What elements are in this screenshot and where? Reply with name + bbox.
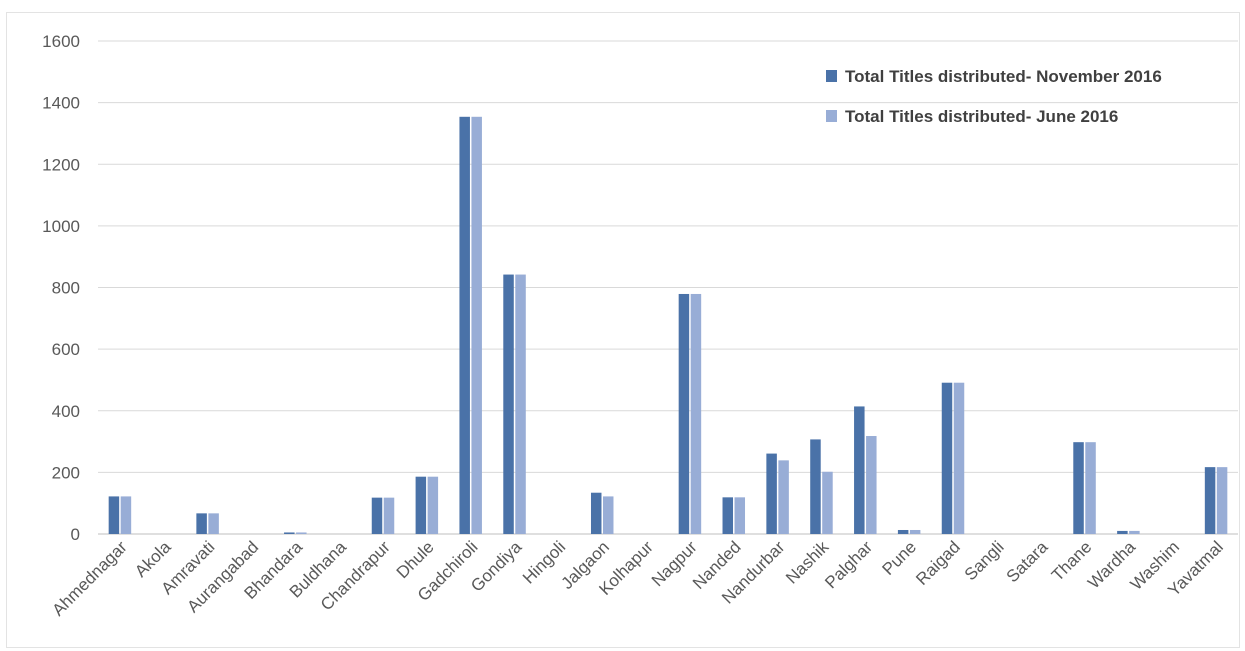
bar-june-2016-pune	[909, 529, 921, 534]
bar-june-2016-raigad	[953, 382, 965, 534]
x-tick-label: Sangli	[961, 537, 1008, 584]
bar-november-2016-yavatmal	[1204, 467, 1216, 534]
bar-november-2016-bhandara	[284, 532, 295, 534]
bar-november-2016-gondiya	[503, 274, 514, 534]
bar-june-2016-wardha	[1129, 530, 1140, 534]
legend-label: Total Titles distributed- November 2016	[845, 67, 1162, 86]
bar-june-2016-bhandara	[296, 532, 307, 534]
bar-june-2016-thane	[1085, 442, 1096, 534]
y-axis-ticks: 0 200 400 600 800 1000 1200 1400 1600	[42, 32, 80, 544]
legend-swatch	[826, 70, 837, 82]
y-tick-label: 400	[52, 402, 80, 421]
bar-november-2016-thane	[1073, 442, 1084, 534]
y-tick-label: 1400	[42, 94, 80, 113]
bar-june-2016-nanded	[734, 497, 746, 534]
bar-november-2016-amravati	[196, 513, 207, 534]
bar-june-2016-amravati	[208, 513, 219, 534]
x-axis-ticks: Ahmednagar AkolaAmravatiAurangabadBhandar…	[48, 537, 1226, 620]
bar-november-2016-pune	[897, 529, 909, 534]
bar-november-2016-dhule	[415, 476, 427, 534]
bar-november-2016-nandurbar	[766, 453, 777, 534]
bar-november-2016-gadchiroli	[459, 116, 470, 534]
legend-label: Total Titles distributed- June 2016	[845, 107, 1118, 126]
y-tick-label: 600	[52, 340, 80, 359]
y-tick-label: 200	[52, 463, 80, 482]
bar-november-2016-nagpur	[678, 293, 690, 534]
bar-november-2016-wardha	[1117, 530, 1128, 534]
bar-june-2016-nagpur	[690, 293, 702, 534]
legend: Total Titles distributed- November 2016 T…	[826, 67, 1162, 126]
y-tick-label: 0	[71, 525, 80, 544]
y-tick-label: 800	[52, 279, 80, 298]
bar-november-2016-raigad	[941, 382, 953, 534]
y-tick-label: 1200	[42, 155, 80, 174]
legend-swatch	[826, 110, 837, 122]
bar-june-2016-jalgaon	[602, 496, 614, 534]
x-tick-label: Satara	[1003, 537, 1052, 586]
chart-frame	[6, 12, 1240, 648]
x-tick-label: Palghar	[821, 537, 876, 592]
bar-november-2016-nanded	[722, 497, 734, 534]
x-tick-label: Raigad	[912, 537, 964, 589]
bar-november-2016-ahmednagar	[108, 496, 120, 534]
bar-june-2016-nashik	[822, 471, 833, 534]
bar-june-2016-gondiya	[515, 274, 526, 534]
y-tick-label: 1600	[42, 32, 80, 51]
bar-june-2016-ahmednagar	[120, 496, 132, 534]
bar-june-2016-yavatmal	[1216, 467, 1228, 534]
bar-june-2016-gadchiroli	[471, 116, 482, 534]
bar-june-2016-palghar	[866, 436, 877, 534]
bars	[108, 116, 1228, 534]
x-tick-label: Ahmednagar	[48, 537, 131, 620]
bar-november-2016-palghar	[854, 406, 865, 534]
bar-november-2016-jalgaon	[590, 492, 602, 534]
bar-november-2016-chandrapur	[371, 497, 383, 534]
bar-june-2016-chandrapur	[383, 497, 395, 534]
bar-june-2016-dhule	[427, 476, 439, 534]
gridlines	[98, 40, 1238, 535]
bar-june-2016-nandurbar	[778, 460, 789, 534]
y-tick-label: 1000	[42, 217, 80, 236]
bar-november-2016-nashik	[810, 439, 821, 534]
